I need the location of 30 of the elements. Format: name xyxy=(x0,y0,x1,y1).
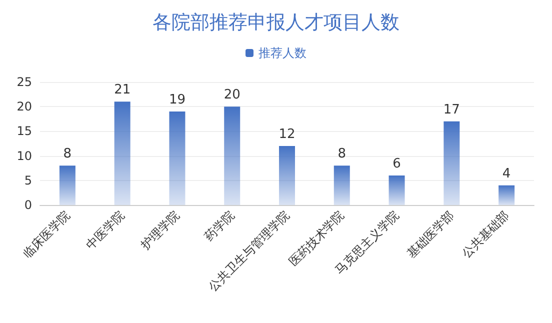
data-label: 8 xyxy=(338,146,346,162)
data-label: 20 xyxy=(224,88,240,103)
data-label: 4 xyxy=(502,166,511,182)
bar xyxy=(334,166,350,205)
y-tick-label: 5 xyxy=(24,173,32,188)
bar xyxy=(169,112,186,205)
y-tick-label: 25 xyxy=(16,75,32,89)
y-tick-label: 20 xyxy=(16,100,32,114)
bar xyxy=(114,102,130,205)
y-tick-label: 10 xyxy=(16,148,32,163)
x-tick-label: 中医学院 xyxy=(83,208,128,252)
data-label: 8 xyxy=(63,146,72,162)
bar xyxy=(444,121,460,205)
bar xyxy=(224,106,240,205)
data-label: 12 xyxy=(278,126,296,142)
chart-title: 各院部推荐申报人才项目人数 xyxy=(152,12,400,34)
x-tick-label: 基础医学部 xyxy=(404,208,457,260)
x-tick-label: 药学院 xyxy=(202,208,238,244)
bar xyxy=(59,166,76,205)
data-label: 19 xyxy=(168,92,186,108)
bar xyxy=(279,146,295,205)
bar xyxy=(388,175,405,205)
bar xyxy=(498,185,515,205)
legend-label: 推荐人数 xyxy=(258,46,306,60)
y-tick-label: 15 xyxy=(16,124,32,138)
data-label: 6 xyxy=(392,156,401,172)
x-tick-label: 公共基础部 xyxy=(459,208,512,260)
data-label: 21 xyxy=(114,82,131,98)
x-tick-label: 护理学院 xyxy=(138,208,182,253)
data-label: 17 xyxy=(443,102,460,118)
